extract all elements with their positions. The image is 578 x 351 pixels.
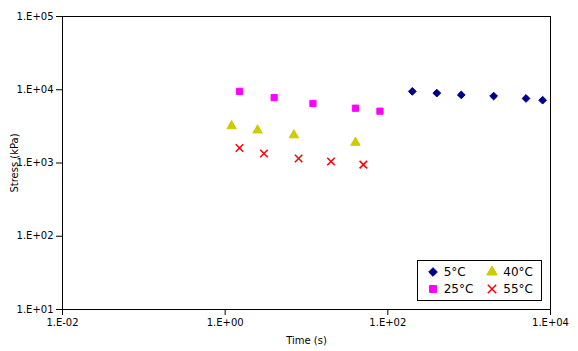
svg-text:1.E+05: 1.E+05 xyxy=(17,11,54,22)
html-text:55°C: 55°C xyxy=(503,282,533,296)
svg-text:Stress (kPa): Stress (kPa) xyxy=(9,133,20,192)
html-text:5°C: 5°C xyxy=(443,265,466,279)
svg-text:1.E+03: 1.E+03 xyxy=(17,157,54,168)
svg-text:1.E+04: 1.E+04 xyxy=(532,317,569,328)
svg-text:1.E+02: 1.E+02 xyxy=(369,317,406,328)
svg-text:1.E+00: 1.E+00 xyxy=(207,317,244,328)
svg-text:1.E+04: 1.E+04 xyxy=(17,84,54,95)
svg-text:1.E+02: 1.E+02 xyxy=(17,230,54,241)
html-text:40°C: 40°C xyxy=(503,265,533,279)
svg-text:1.E-02: 1.E-02 xyxy=(46,317,78,328)
svg-text:1.E+01: 1.E+01 xyxy=(17,304,54,315)
html-text:25°C: 25°C xyxy=(443,282,474,296)
svg-text:Time (s): Time (s) xyxy=(285,335,327,346)
